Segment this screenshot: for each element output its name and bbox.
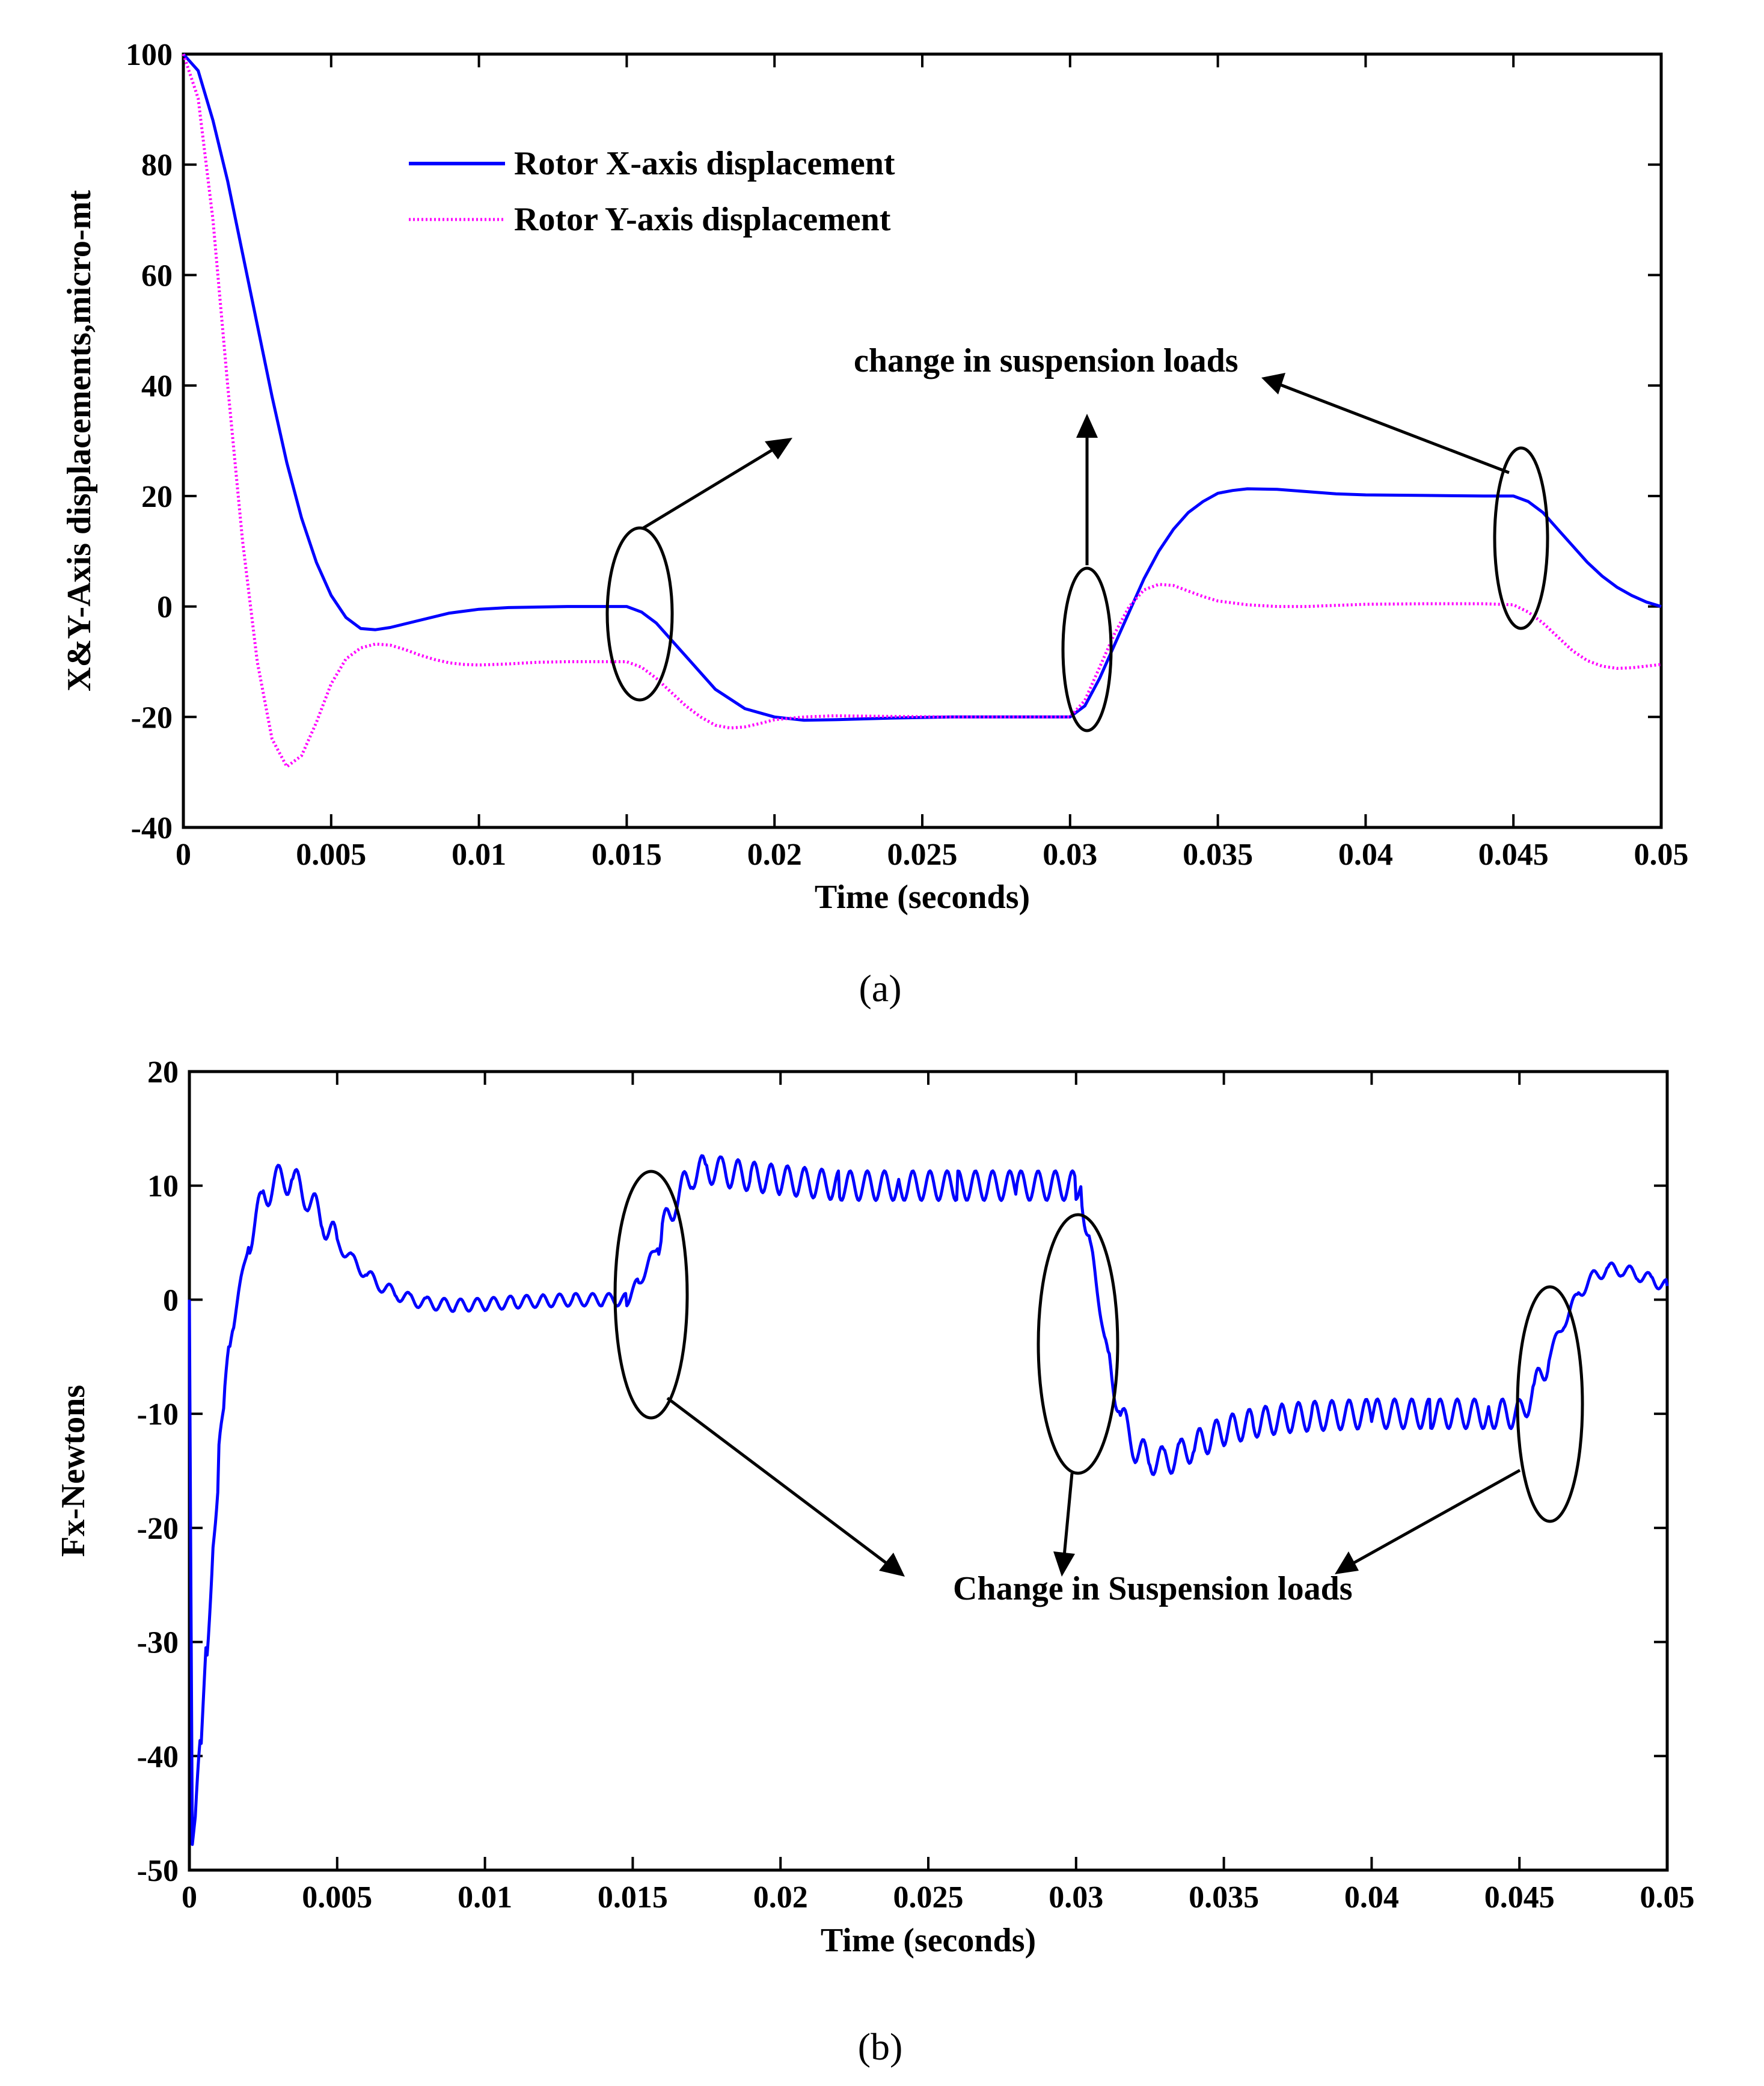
panel-b-caption: (b) xyxy=(858,2025,903,2068)
panel-b-annotation-marks xyxy=(613,1170,1584,1577)
panel-a-xlabel: Time (seconds) xyxy=(815,879,1030,916)
panel-b-xtick-label: 0.04 xyxy=(1344,1880,1399,1915)
legend-x-label: Rotor X-axis displacement xyxy=(514,145,895,182)
panel-a-annotation-marks xyxy=(605,373,1549,732)
panel-b-xlabel: Time (seconds) xyxy=(821,1922,1036,1959)
panel-b-xtick-label: 0.02 xyxy=(753,1880,808,1915)
annotation-arrow-3 xyxy=(1280,383,1510,474)
panel-a-ytick-label: 0 xyxy=(157,591,173,625)
panel-a-ytick-label: 40 xyxy=(141,369,173,403)
panel-a-xtick-label: 0.01 xyxy=(452,838,506,872)
panel-a-xtick-label: 0.015 xyxy=(592,838,662,872)
annotation-arrow-1 xyxy=(642,446,777,530)
panel-b-chart: 0 0.005 0.01 0.015 0.02 0.025 0.03 0.035 0.04 0.0… xyxy=(55,1055,1695,2068)
panel-b-ytick-label: 20 xyxy=(147,1055,179,1090)
panel-a-ticks: 0 0.005 0.01 0.015 0.02 0.025 0.03 0.035 0.04 0.0… xyxy=(126,38,1689,872)
panel-a-ytick-label: -40 xyxy=(131,811,173,845)
panel-b-plot-frame xyxy=(188,1070,1669,1872)
annotation-ellipse-1 xyxy=(605,526,674,702)
panel-b-ytick-label: -40 xyxy=(137,1740,179,1774)
panel-a-xtick-label: 0 xyxy=(176,838,191,872)
panel-a-ytick-label: 20 xyxy=(141,480,173,514)
panel-a-xtick-label: 0.005 xyxy=(296,838,366,872)
panel-a-series xyxy=(182,53,1662,768)
panel-a-series-line-2 xyxy=(182,54,1662,768)
panel-b-ytick-label: -30 xyxy=(137,1626,179,1660)
annotation-ellipse-3 xyxy=(1493,446,1549,630)
panel-a-annotation-text: change in suspension loads xyxy=(854,342,1239,379)
annotation-arrowhead-b1 xyxy=(879,1553,905,1577)
panel-b-xtick-label: 0.045 xyxy=(1484,1880,1555,1915)
annotation-arrowhead-1 xyxy=(765,438,792,459)
panel-a-legend: Rotor X-axis displacement Rotor Y-axis d… xyxy=(409,145,895,238)
panel-b-xtick-label: 0.03 xyxy=(1049,1880,1103,1915)
panel-b-xtick-label: 0.025 xyxy=(893,1880,964,1915)
panel-a-chart: 0 0.005 0.01 0.015 0.02 0.025 0.03 0.035 0.04 0.0… xyxy=(61,38,1689,1010)
panel-a-xtick-label: 0.035 xyxy=(1183,838,1253,872)
panel-b-ylabel: Fx-Newtons xyxy=(55,1385,92,1557)
panel-a-xtick-label: 0.05 xyxy=(1634,838,1689,872)
annotation-ellipse-2 xyxy=(1061,566,1113,732)
panel-b-ytick-label: -50 xyxy=(137,1854,179,1888)
panel-b-xtick-label: 0.035 xyxy=(1189,1880,1259,1915)
annotation-arrow-b3 xyxy=(1352,1468,1521,1565)
legend-y-label: Rotor Y-axis displacement xyxy=(514,201,891,238)
panel-b-xtick-label: 0.015 xyxy=(598,1880,668,1915)
panel-a-ytick-label: 80 xyxy=(141,149,173,183)
panel-a-xtick-label: 0.045 xyxy=(1478,838,1549,872)
panel-b-series xyxy=(188,1154,1669,1846)
annotation-arrow-b2 xyxy=(1062,1473,1074,1557)
panel-b-series-line-1 xyxy=(188,1154,1669,1846)
panel-a-ytick-label: 60 xyxy=(141,259,173,293)
panel-b-ytick-label: 10 xyxy=(147,1170,179,1204)
panel-a-xtick-label: 0.04 xyxy=(1338,838,1393,872)
panel-b-xtick-label: 0.05 xyxy=(1640,1880,1695,1915)
annotation-arrow-b1 xyxy=(666,1397,888,1565)
panel-b-ytick-label: -10 xyxy=(137,1397,179,1432)
annotation-ellipse-b1 xyxy=(613,1170,689,1420)
panel-a-ytick-label: 100 xyxy=(126,38,173,72)
panel-a-ylabel: X&Y-Axis displacements,micro-mt xyxy=(61,190,98,692)
panel-b-xtick-label: 0 xyxy=(182,1880,197,1915)
panel-a-plot-frame xyxy=(182,52,1663,829)
panel-b-xtick-label: 0.005 xyxy=(302,1880,372,1915)
panel-b-ytick-label: 0 xyxy=(163,1283,179,1318)
panel-b-ytick-label: -20 xyxy=(137,1512,179,1546)
panel-b-annotation-text: Change in Suspension loads xyxy=(953,1570,1353,1607)
panel-b-ticks: 0 0.005 0.01 0.015 0.02 0.025 0.03 0.035 0.04 0.0… xyxy=(137,1055,1695,1915)
panel-a-xtick-label: 0.02 xyxy=(747,838,802,872)
annotation-arrowhead-3 xyxy=(1261,373,1285,394)
panel-b-xtick-label: 0.01 xyxy=(458,1880,512,1915)
panel-a-caption: (a) xyxy=(859,967,901,1010)
panel-a-xtick-label: 0.025 xyxy=(887,838,958,872)
panel-a-ytick-label: -20 xyxy=(131,701,173,735)
annotation-arrowhead-2 xyxy=(1076,414,1098,438)
panel-a-series-line-1 xyxy=(182,53,1662,722)
annotation-arrowhead-b2 xyxy=(1053,1551,1075,1577)
annotation-ellipse-b2 xyxy=(1037,1213,1119,1475)
annotation-arrowhead-b3 xyxy=(1335,1551,1359,1574)
panel-a-xtick-label: 0.03 xyxy=(1043,838,1097,872)
annotation-ellipse-b3 xyxy=(1516,1285,1584,1523)
